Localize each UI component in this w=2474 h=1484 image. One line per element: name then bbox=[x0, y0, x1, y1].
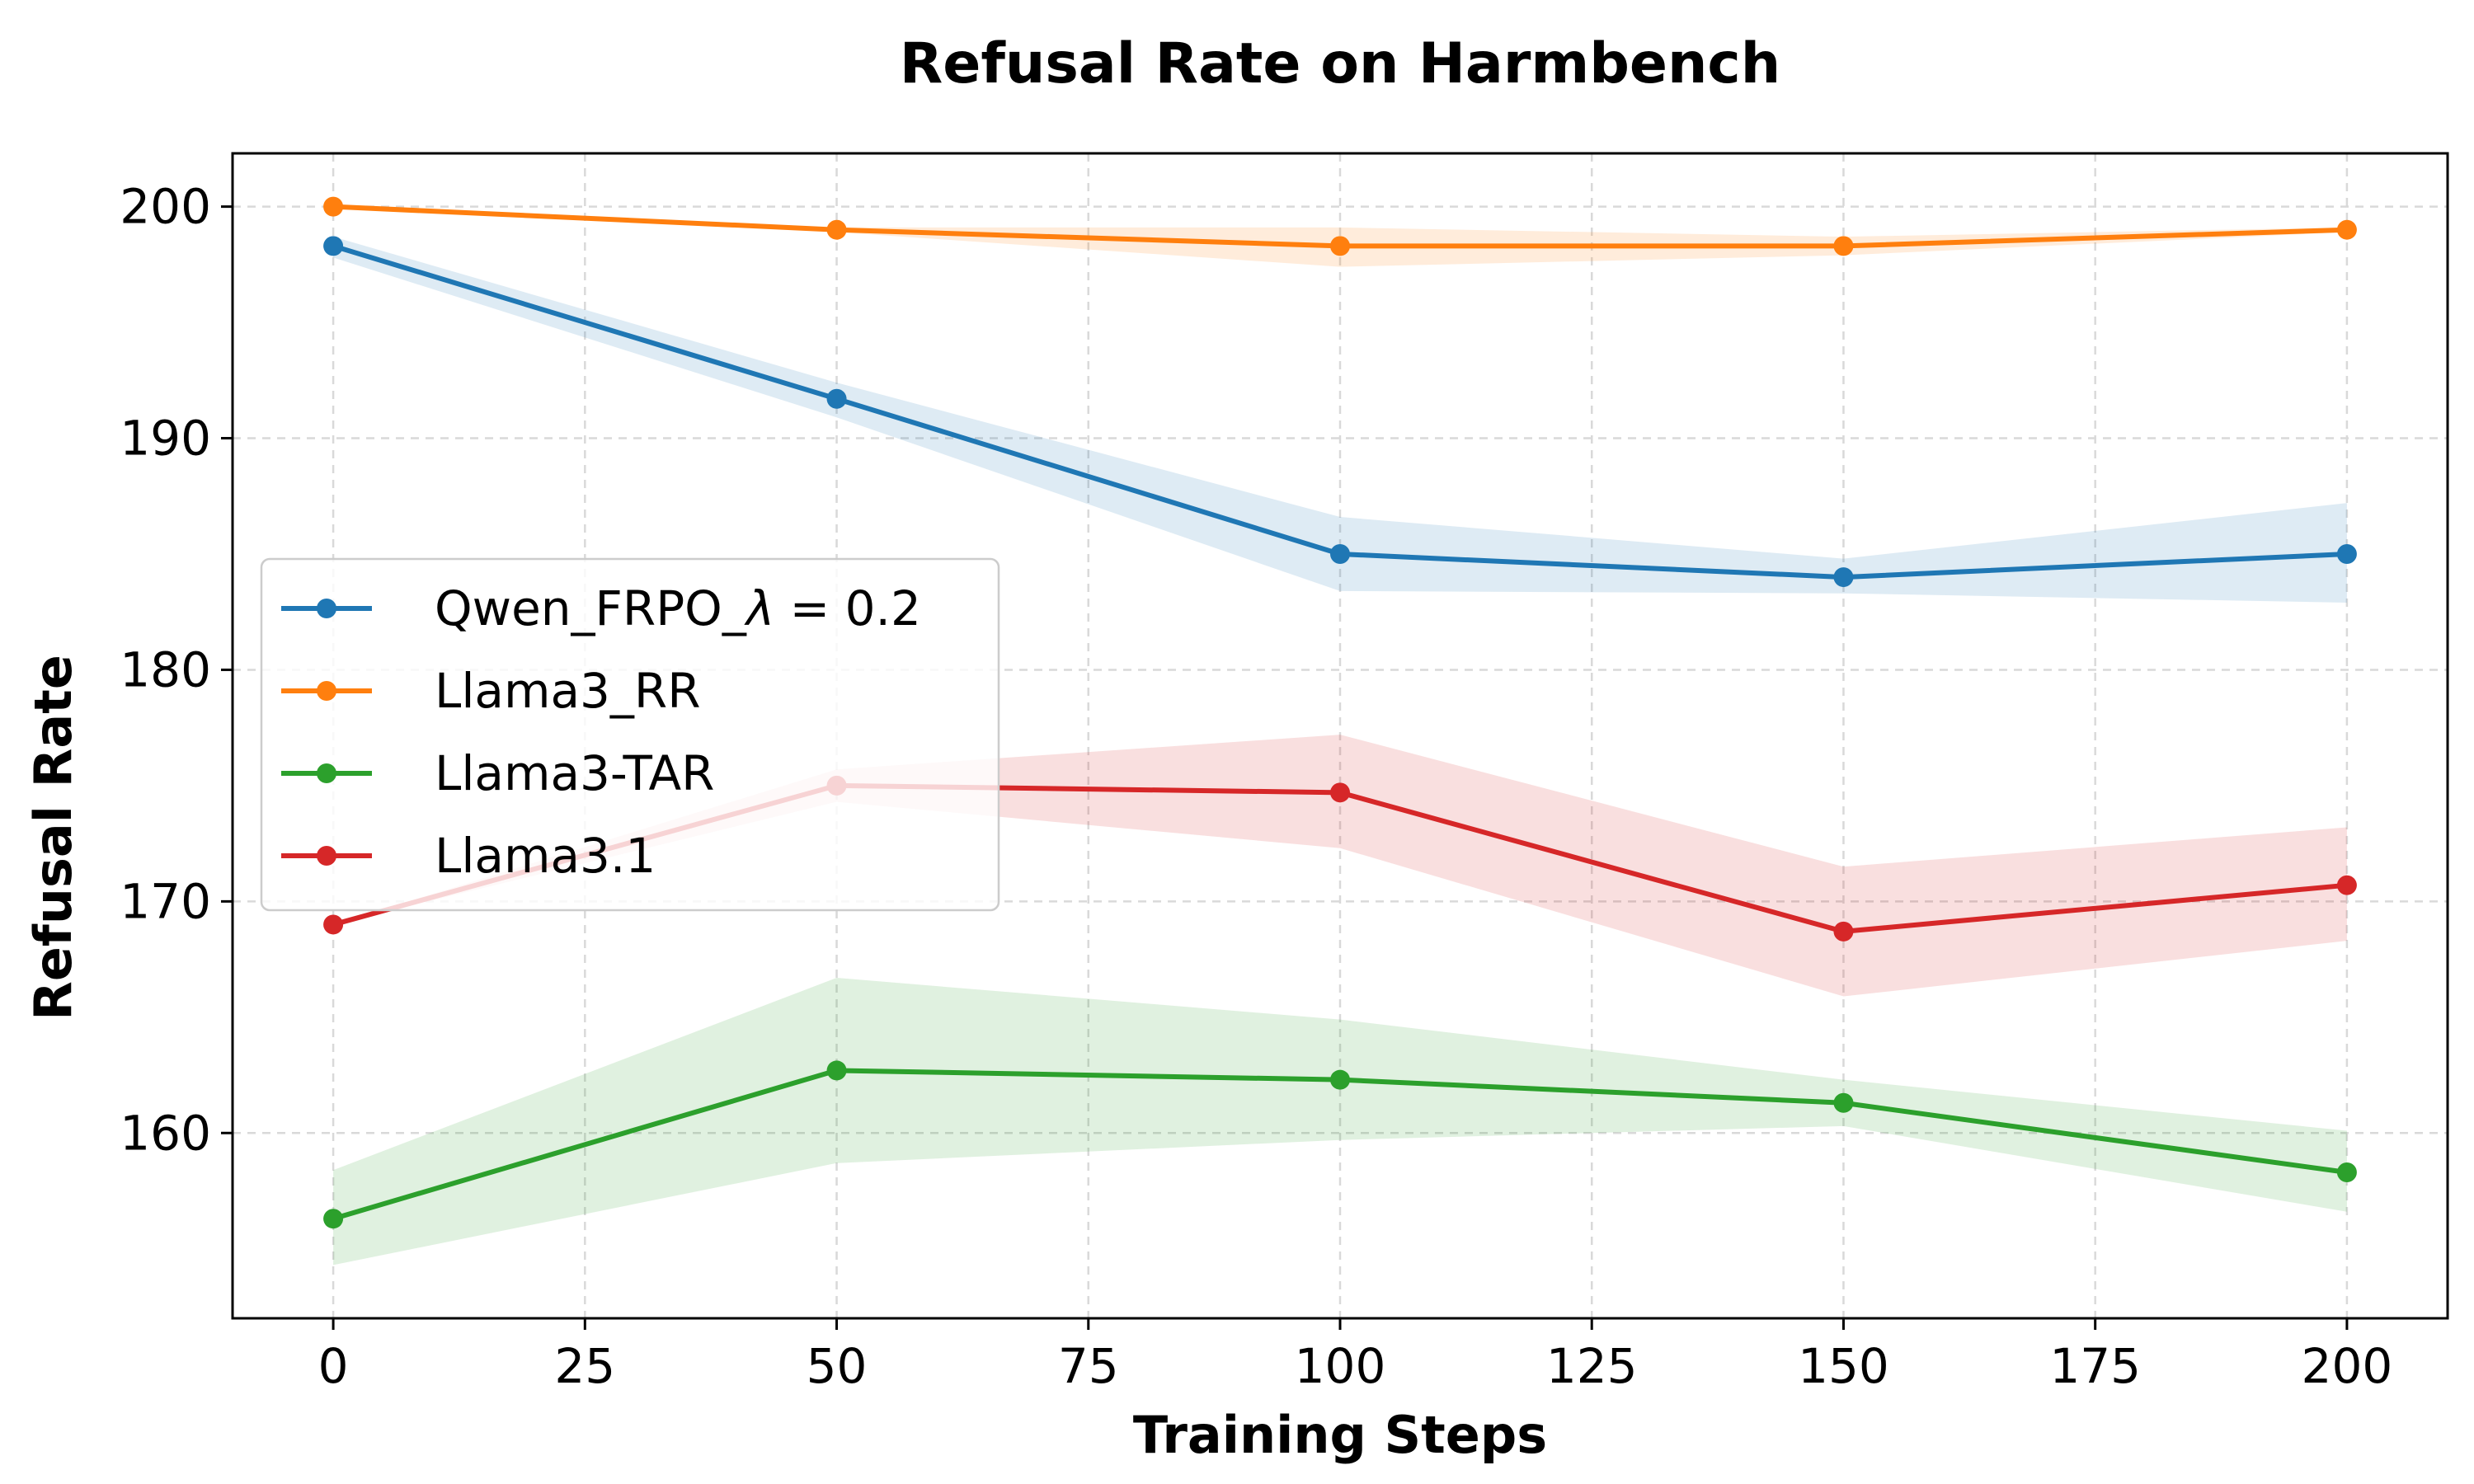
x-tick-label: 200 bbox=[2302, 1338, 2393, 1394]
legend-box bbox=[260, 557, 1000, 912]
point-series-0 bbox=[2336, 543, 2357, 564]
x-tick-label: 0 bbox=[318, 1338, 349, 1394]
legend-label-1: Llama3_RR bbox=[435, 663, 701, 719]
y-tick-label: 180 bbox=[120, 641, 211, 697]
point-series-0 bbox=[826, 388, 847, 409]
band-series-0 bbox=[333, 237, 2347, 603]
y-axis-label: Refusal Rate bbox=[23, 655, 83, 1021]
legend-marker bbox=[317, 846, 336, 866]
point-series-0 bbox=[1330, 543, 1350, 564]
x-tick-label: 100 bbox=[1295, 1338, 1386, 1394]
point-series-2 bbox=[826, 1060, 847, 1081]
band-series-2 bbox=[333, 978, 2347, 1266]
y-tick-label: 170 bbox=[120, 873, 211, 929]
x-tick-label: 75 bbox=[1058, 1338, 1119, 1394]
point-series-3 bbox=[323, 914, 344, 935]
point-series-2 bbox=[323, 1209, 344, 1229]
point-series-3 bbox=[1330, 782, 1350, 803]
point-series-0 bbox=[1833, 567, 1854, 588]
x-tick-label: 175 bbox=[2049, 1338, 2141, 1394]
point-series-1 bbox=[1833, 236, 1854, 256]
legend-label-0: Qwen_FRPO_λ = 0.2 bbox=[435, 580, 921, 636]
point-series-1 bbox=[2336, 219, 2357, 240]
legend-marker bbox=[317, 599, 336, 618]
point-series-3 bbox=[2336, 875, 2357, 895]
point-series-0 bbox=[323, 236, 344, 256]
x-tick-label: 25 bbox=[554, 1338, 615, 1394]
legend-label-3: Llama3.1 bbox=[435, 828, 656, 884]
point-series-1 bbox=[1330, 236, 1350, 256]
point-series-1 bbox=[826, 219, 847, 240]
axis-ticks: 0 25 50 75 100 125 150 175 200 160 170 180 190 200 bbox=[120, 179, 2392, 1394]
point-series-2 bbox=[2336, 1162, 2357, 1183]
point-series-2 bbox=[1833, 1092, 1854, 1113]
point-series-2 bbox=[1330, 1069, 1350, 1090]
chart-title: Refusal Rate on Harmbench bbox=[900, 31, 1780, 96]
point-series-1 bbox=[323, 196, 344, 217]
legend: Qwen_FRPO_λ = 0.2 Llama3_RR Llama3-TAR Llam… bbox=[260, 557, 1000, 912]
y-tick-label: 190 bbox=[120, 411, 211, 467]
x-tick-label: 50 bbox=[807, 1338, 868, 1394]
y-tick-label: 160 bbox=[120, 1105, 211, 1161]
x-tick-label: 125 bbox=[1546, 1338, 1638, 1394]
point-series-3 bbox=[1833, 921, 1854, 942]
legend-marker bbox=[317, 763, 336, 783]
y-tick-label: 200 bbox=[120, 179, 211, 235]
legend-marker bbox=[317, 681, 336, 701]
legend-label-2: Llama3-TAR bbox=[435, 745, 714, 801]
x-tick-label: 150 bbox=[1798, 1338, 1889, 1394]
x-axis-label: Training Steps bbox=[1133, 1405, 1547, 1465]
